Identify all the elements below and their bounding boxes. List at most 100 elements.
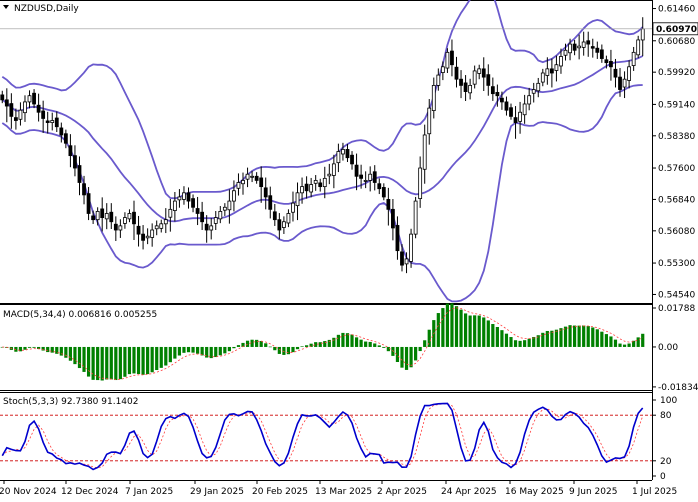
price-axis-label: 0.54540 xyxy=(658,290,695,300)
macd-histogram-bar xyxy=(68,346,73,361)
candle-body xyxy=(241,180,245,185)
macd-histogram-bar xyxy=(127,346,132,375)
candle-body xyxy=(622,78,627,88)
time-axis-label: 1 Jul 2025 xyxy=(632,487,677,497)
candle-body xyxy=(86,193,91,214)
macd-histogram-bar xyxy=(527,338,531,347)
price-axis-label: 0.56840 xyxy=(658,195,695,205)
time-axis-label: 12 Dec 2024 xyxy=(61,487,119,497)
candle-body xyxy=(100,208,105,219)
macd-histogram-bar xyxy=(423,340,427,347)
candle-body xyxy=(200,211,205,223)
candle-body xyxy=(82,183,86,196)
macd-histogram-bar xyxy=(473,315,477,347)
candle-body xyxy=(490,86,495,95)
macd-histogram-bar xyxy=(463,313,468,347)
dropdown-triangle-icon[interactable] xyxy=(3,5,9,9)
macd-histogram-bar xyxy=(259,340,263,347)
candle-body xyxy=(545,68,550,76)
macd-histogram-bar xyxy=(427,329,431,347)
macd-histogram-bar xyxy=(82,346,86,372)
macd-histogram-bar xyxy=(332,337,336,347)
candle-body xyxy=(481,68,486,78)
candle-body xyxy=(300,186,304,194)
candle-body xyxy=(304,183,309,192)
macd-histogram-bar xyxy=(436,313,440,347)
macd-label: MACD(5,34,4) 0.006816 0.005255 xyxy=(3,310,157,320)
candle-body xyxy=(418,167,423,200)
candle-body xyxy=(259,177,264,188)
candle-body xyxy=(0,94,5,101)
time-axis-label: 9 Jun 2025 xyxy=(569,487,617,497)
candle-body xyxy=(477,68,482,74)
macd-histogram-bar xyxy=(563,326,568,347)
time-axis-label: 20 Feb 2025 xyxy=(252,487,308,497)
time-axis-label: 2 Apr 2025 xyxy=(377,487,427,497)
time-axis-label: 24 Apr 2025 xyxy=(441,487,497,497)
candle-body xyxy=(463,82,468,92)
candle-body xyxy=(527,95,532,105)
macd-histogram-bar xyxy=(409,346,413,368)
candle-body xyxy=(213,217,218,224)
macd-histogram-bar xyxy=(523,340,527,347)
macd-histogram-bar xyxy=(613,339,618,347)
candle-body xyxy=(549,68,554,74)
candle-body xyxy=(109,211,114,223)
candle-body xyxy=(182,192,186,200)
candle-body xyxy=(309,184,314,193)
macd-histogram-bar xyxy=(268,346,272,348)
macd-histogram-bar xyxy=(282,346,286,355)
macd-histogram-bar xyxy=(91,346,95,380)
candle-body xyxy=(245,173,250,180)
stoch-main-line xyxy=(1,402,644,471)
axes: 0.61460 0.60680 0.59920 0.59140 0.58380 0.576… xyxy=(0,5,698,497)
macd-histogram-bar xyxy=(404,346,409,370)
macd-histogram-bar xyxy=(141,346,145,375)
candle-body xyxy=(23,101,27,114)
macd-histogram-bar xyxy=(491,324,495,347)
candle-body xyxy=(331,163,336,176)
candle-body xyxy=(154,225,159,230)
macd-histogram-bar xyxy=(291,346,295,353)
candle-body xyxy=(522,103,527,116)
candle-body xyxy=(204,223,209,231)
candle-body xyxy=(595,47,600,53)
macd-histogram-bar xyxy=(209,346,213,359)
macd-histogram-bar xyxy=(554,329,559,347)
bollinger-upper-band xyxy=(1,0,644,200)
macd-histogram-bar xyxy=(377,345,381,347)
candle-body xyxy=(236,182,241,189)
candle-body xyxy=(590,46,595,49)
macd-histogram-bar xyxy=(341,332,345,347)
macd-histogram-bar xyxy=(382,346,386,348)
candle-body xyxy=(431,84,436,111)
macd-axis-label: 0.00 xyxy=(658,343,678,353)
stoch-label: Stoch(5,3,3) 92.7380 91.1402 xyxy=(3,397,138,407)
candle-body xyxy=(250,175,254,178)
macd-histogram-bar xyxy=(18,346,23,352)
candle-body xyxy=(277,219,282,231)
price-axis-label: 0.58380 xyxy=(658,132,695,142)
macd-signal-line xyxy=(2,307,643,380)
macd-panel xyxy=(0,303,645,381)
candle-body xyxy=(186,192,191,202)
macd-histogram-bar xyxy=(414,346,418,361)
candle-body xyxy=(13,117,18,121)
candle-body xyxy=(440,66,445,73)
macd-histogram-bar xyxy=(0,346,4,348)
macd-histogram-bar xyxy=(591,327,595,347)
macd-histogram-bar xyxy=(368,341,372,347)
candle-body xyxy=(18,109,23,120)
macd-histogram-bar xyxy=(73,346,77,365)
candle-body xyxy=(540,72,545,83)
candle-body xyxy=(391,208,395,229)
macd-histogram-bar xyxy=(495,326,499,347)
candle-body xyxy=(218,211,223,220)
macd-histogram-bar xyxy=(345,333,350,347)
candle-body xyxy=(381,187,386,198)
macd-histogram-bar xyxy=(536,335,540,347)
macd-histogram-bar xyxy=(182,346,186,353)
candle-body xyxy=(91,215,96,221)
